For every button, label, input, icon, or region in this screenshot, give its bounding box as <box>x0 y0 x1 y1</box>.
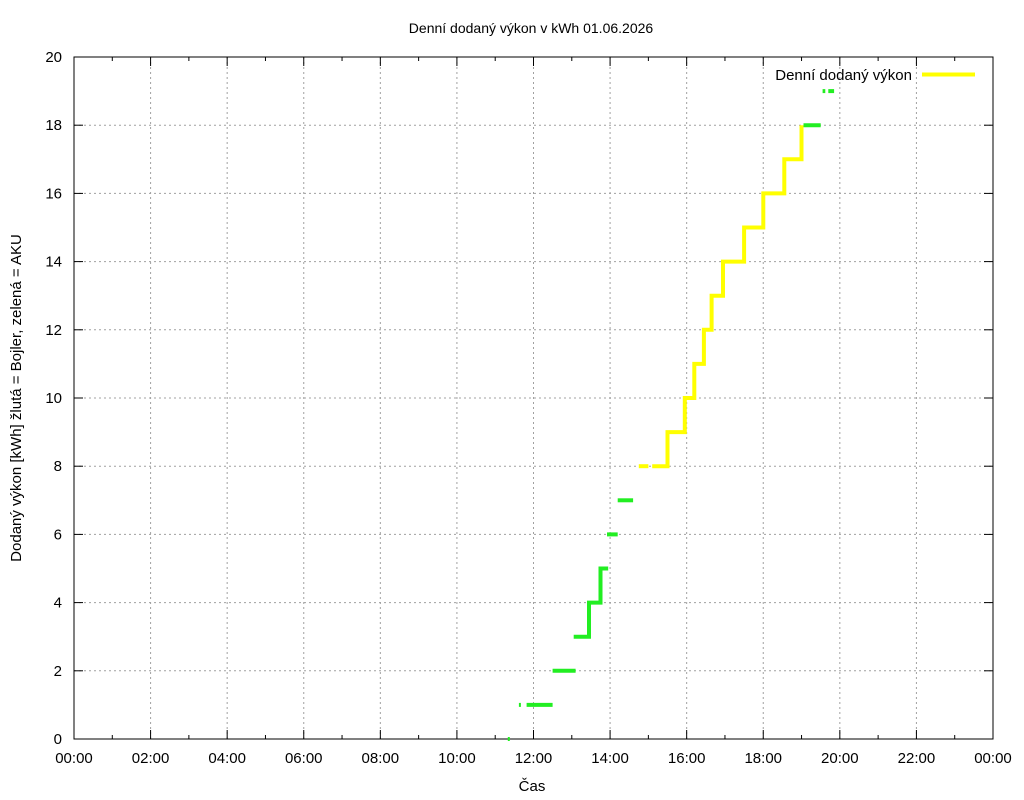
x-tick-label: 18:00 <box>744 750 782 767</box>
x-tick-label: 04:00 <box>208 750 246 767</box>
y-tick-label: 8 <box>54 458 62 475</box>
y-tick-label: 16 <box>45 185 62 202</box>
y-tick-label: 18 <box>45 117 62 134</box>
y-tick-label: 6 <box>54 526 62 543</box>
x-tick-label: 06:00 <box>285 750 323 767</box>
y-axis-label: Dodaný výkon [kWh] žlutá = Bojler, zelen… <box>8 234 25 562</box>
y-tick-label: 10 <box>45 390 62 407</box>
x-tick-label: 00:00 <box>55 750 93 767</box>
x-axis-label: Čas <box>519 778 546 795</box>
x-tick-label: 14:00 <box>591 750 629 767</box>
legend: Denní dodaný výkon <box>775 67 975 84</box>
legend-label: Denní dodaný výkon <box>775 67 912 84</box>
chart-title: Denní dodaný výkon v kWh 01.06.2026 <box>409 20 654 36</box>
x-tick-labels: 00:00 02:00 04:00 06:00 08:00 10:00 12:00 14:00… <box>55 750 1012 767</box>
x-tick-label: 08:00 <box>362 750 400 767</box>
x-tick-label: 12:00 <box>515 750 553 767</box>
x-tick-label: 20:00 <box>821 750 859 767</box>
x-tick-label: 10:00 <box>438 750 476 767</box>
x-tick-label: 00:00 <box>974 750 1012 767</box>
axis-ticks <box>73 56 994 740</box>
x-tick-label: 16:00 <box>668 750 706 767</box>
y-tick-label: 2 <box>54 663 62 680</box>
series-green-line <box>573 566 609 639</box>
y-tick-label: 0 <box>54 731 62 748</box>
y-tick-label: 4 <box>54 595 62 612</box>
y-tick-labels: 0 2 4 6 8 10 12 14 16 18 20 <box>45 49 62 748</box>
x-tick-label: 22:00 <box>898 750 936 767</box>
y-tick-label: 12 <box>45 322 62 339</box>
y-tick-label: 20 <box>45 49 62 66</box>
series-lines <box>507 89 835 741</box>
grid <box>74 57 993 739</box>
x-tick-label: 02:00 <box>132 750 170 767</box>
series-yellow-line <box>652 125 804 469</box>
y-tick-label: 14 <box>45 254 62 271</box>
